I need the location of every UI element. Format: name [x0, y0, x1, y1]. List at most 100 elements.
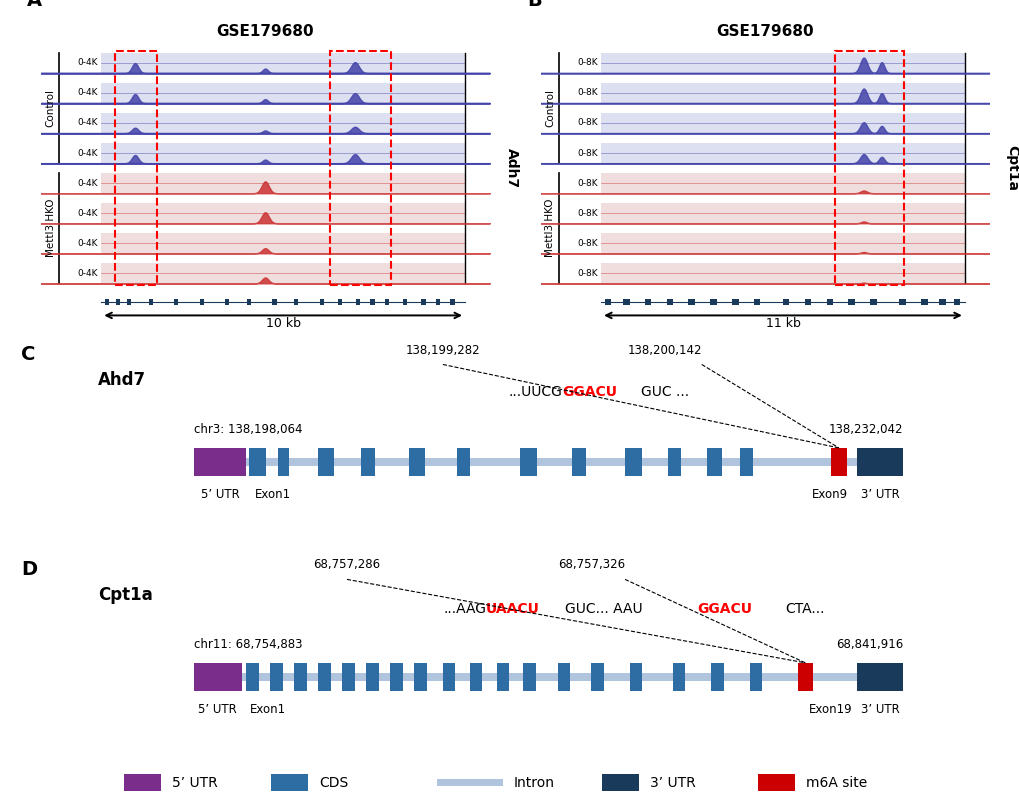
Bar: [899, 298, 905, 305]
Bar: [421, 298, 425, 305]
Bar: [600, 233, 964, 253]
Text: GGACU: GGACU: [696, 603, 751, 616]
Bar: [200, 298, 204, 305]
Bar: [688, 298, 694, 305]
Bar: [330, 52, 390, 285]
Bar: [124, 774, 161, 792]
Text: 5’ UTR: 5’ UTR: [198, 702, 236, 715]
Bar: [666, 298, 673, 305]
Bar: [600, 203, 964, 223]
Bar: [356, 298, 360, 305]
Bar: [101, 143, 465, 163]
Bar: [600, 53, 964, 73]
Bar: [572, 448, 585, 476]
Bar: [753, 298, 760, 305]
Text: 3’ UTR: 3’ UTR: [649, 775, 695, 790]
Text: 68,757,326: 68,757,326: [557, 559, 625, 572]
Bar: [370, 298, 374, 305]
Text: 0-4K: 0-4K: [77, 118, 98, 127]
Bar: [384, 298, 389, 305]
Text: 0-8K: 0-8K: [577, 178, 597, 187]
Bar: [271, 774, 308, 792]
Bar: [953, 298, 960, 305]
Text: Exon1: Exon1: [255, 487, 291, 500]
Bar: [366, 663, 378, 691]
Text: 0-4K: 0-4K: [77, 58, 98, 67]
Bar: [848, 298, 854, 305]
Bar: [709, 298, 716, 305]
Text: 0-4K: 0-4K: [77, 238, 98, 247]
Text: Mettl3 HKO: Mettl3 HKO: [46, 199, 56, 257]
Bar: [591, 663, 603, 691]
Text: ...AAG: ...AAG: [442, 603, 485, 616]
Bar: [174, 298, 178, 305]
Bar: [247, 663, 259, 691]
Text: m6A site: m6A site: [805, 775, 866, 790]
Text: 5’ UTR: 5’ UTR: [201, 487, 239, 500]
Text: Cpt1a: Cpt1a: [98, 586, 152, 604]
Bar: [149, 298, 153, 305]
Bar: [869, 298, 876, 305]
Bar: [101, 203, 465, 223]
Bar: [644, 298, 651, 305]
Text: 0-8K: 0-8K: [577, 118, 597, 127]
Bar: [278, 448, 289, 476]
Bar: [706, 448, 721, 476]
Bar: [557, 663, 570, 691]
Bar: [318, 663, 330, 691]
Text: chr3: 138,198,064: chr3: 138,198,064: [194, 423, 302, 436]
Bar: [938, 298, 945, 305]
Text: 0-4K: 0-4K: [77, 88, 98, 97]
Bar: [834, 52, 903, 285]
Bar: [804, 298, 810, 305]
Bar: [342, 663, 355, 691]
Text: GUC ...: GUC ...: [641, 385, 689, 399]
Bar: [757, 774, 794, 792]
Bar: [442, 663, 454, 691]
Bar: [630, 663, 642, 691]
Text: ...UUCG: ...UUCG: [508, 385, 562, 399]
Bar: [825, 298, 833, 305]
Text: 0-4K: 0-4K: [77, 178, 98, 187]
Text: 68,757,286: 68,757,286: [313, 559, 380, 572]
Bar: [194, 663, 242, 691]
Text: 68,841,916: 68,841,916: [835, 638, 902, 651]
Text: 0-4K: 0-4K: [77, 208, 98, 217]
Bar: [783, 298, 789, 305]
Bar: [414, 663, 426, 691]
Bar: [435, 298, 440, 305]
Text: 138,232,042: 138,232,042: [827, 423, 902, 436]
Bar: [673, 663, 685, 691]
Text: chr11: 68,754,883: chr11: 68,754,883: [194, 638, 302, 651]
Text: 3’ UTR: 3’ UTR: [860, 702, 899, 715]
Bar: [710, 663, 723, 691]
Bar: [749, 663, 761, 691]
Bar: [101, 53, 465, 73]
Text: A: A: [28, 0, 43, 11]
Text: CDS: CDS: [319, 775, 347, 790]
Text: Intron: Intron: [514, 775, 554, 790]
Text: 10 kb: 10 kb: [265, 317, 301, 330]
Text: 0-8K: 0-8K: [577, 208, 597, 217]
Bar: [604, 298, 610, 305]
Text: Exon9: Exon9: [811, 487, 848, 500]
Text: CTA...: CTA...: [785, 603, 824, 616]
Bar: [601, 774, 638, 792]
Bar: [116, 298, 120, 305]
Bar: [318, 448, 333, 476]
Text: Ahd7: Ahd7: [98, 371, 146, 389]
Text: Exon1: Exon1: [250, 702, 286, 715]
Bar: [294, 663, 307, 691]
Bar: [247, 298, 251, 305]
Bar: [270, 663, 282, 691]
Bar: [225, 298, 229, 305]
Bar: [920, 298, 926, 305]
Bar: [101, 263, 465, 283]
Text: 0-4K: 0-4K: [77, 268, 98, 277]
Text: 0-8K: 0-8K: [577, 268, 597, 277]
Bar: [457, 448, 470, 476]
Bar: [470, 663, 482, 691]
Text: GUC... AAU: GUC... AAU: [565, 603, 642, 616]
Bar: [249, 448, 266, 476]
Bar: [409, 448, 424, 476]
